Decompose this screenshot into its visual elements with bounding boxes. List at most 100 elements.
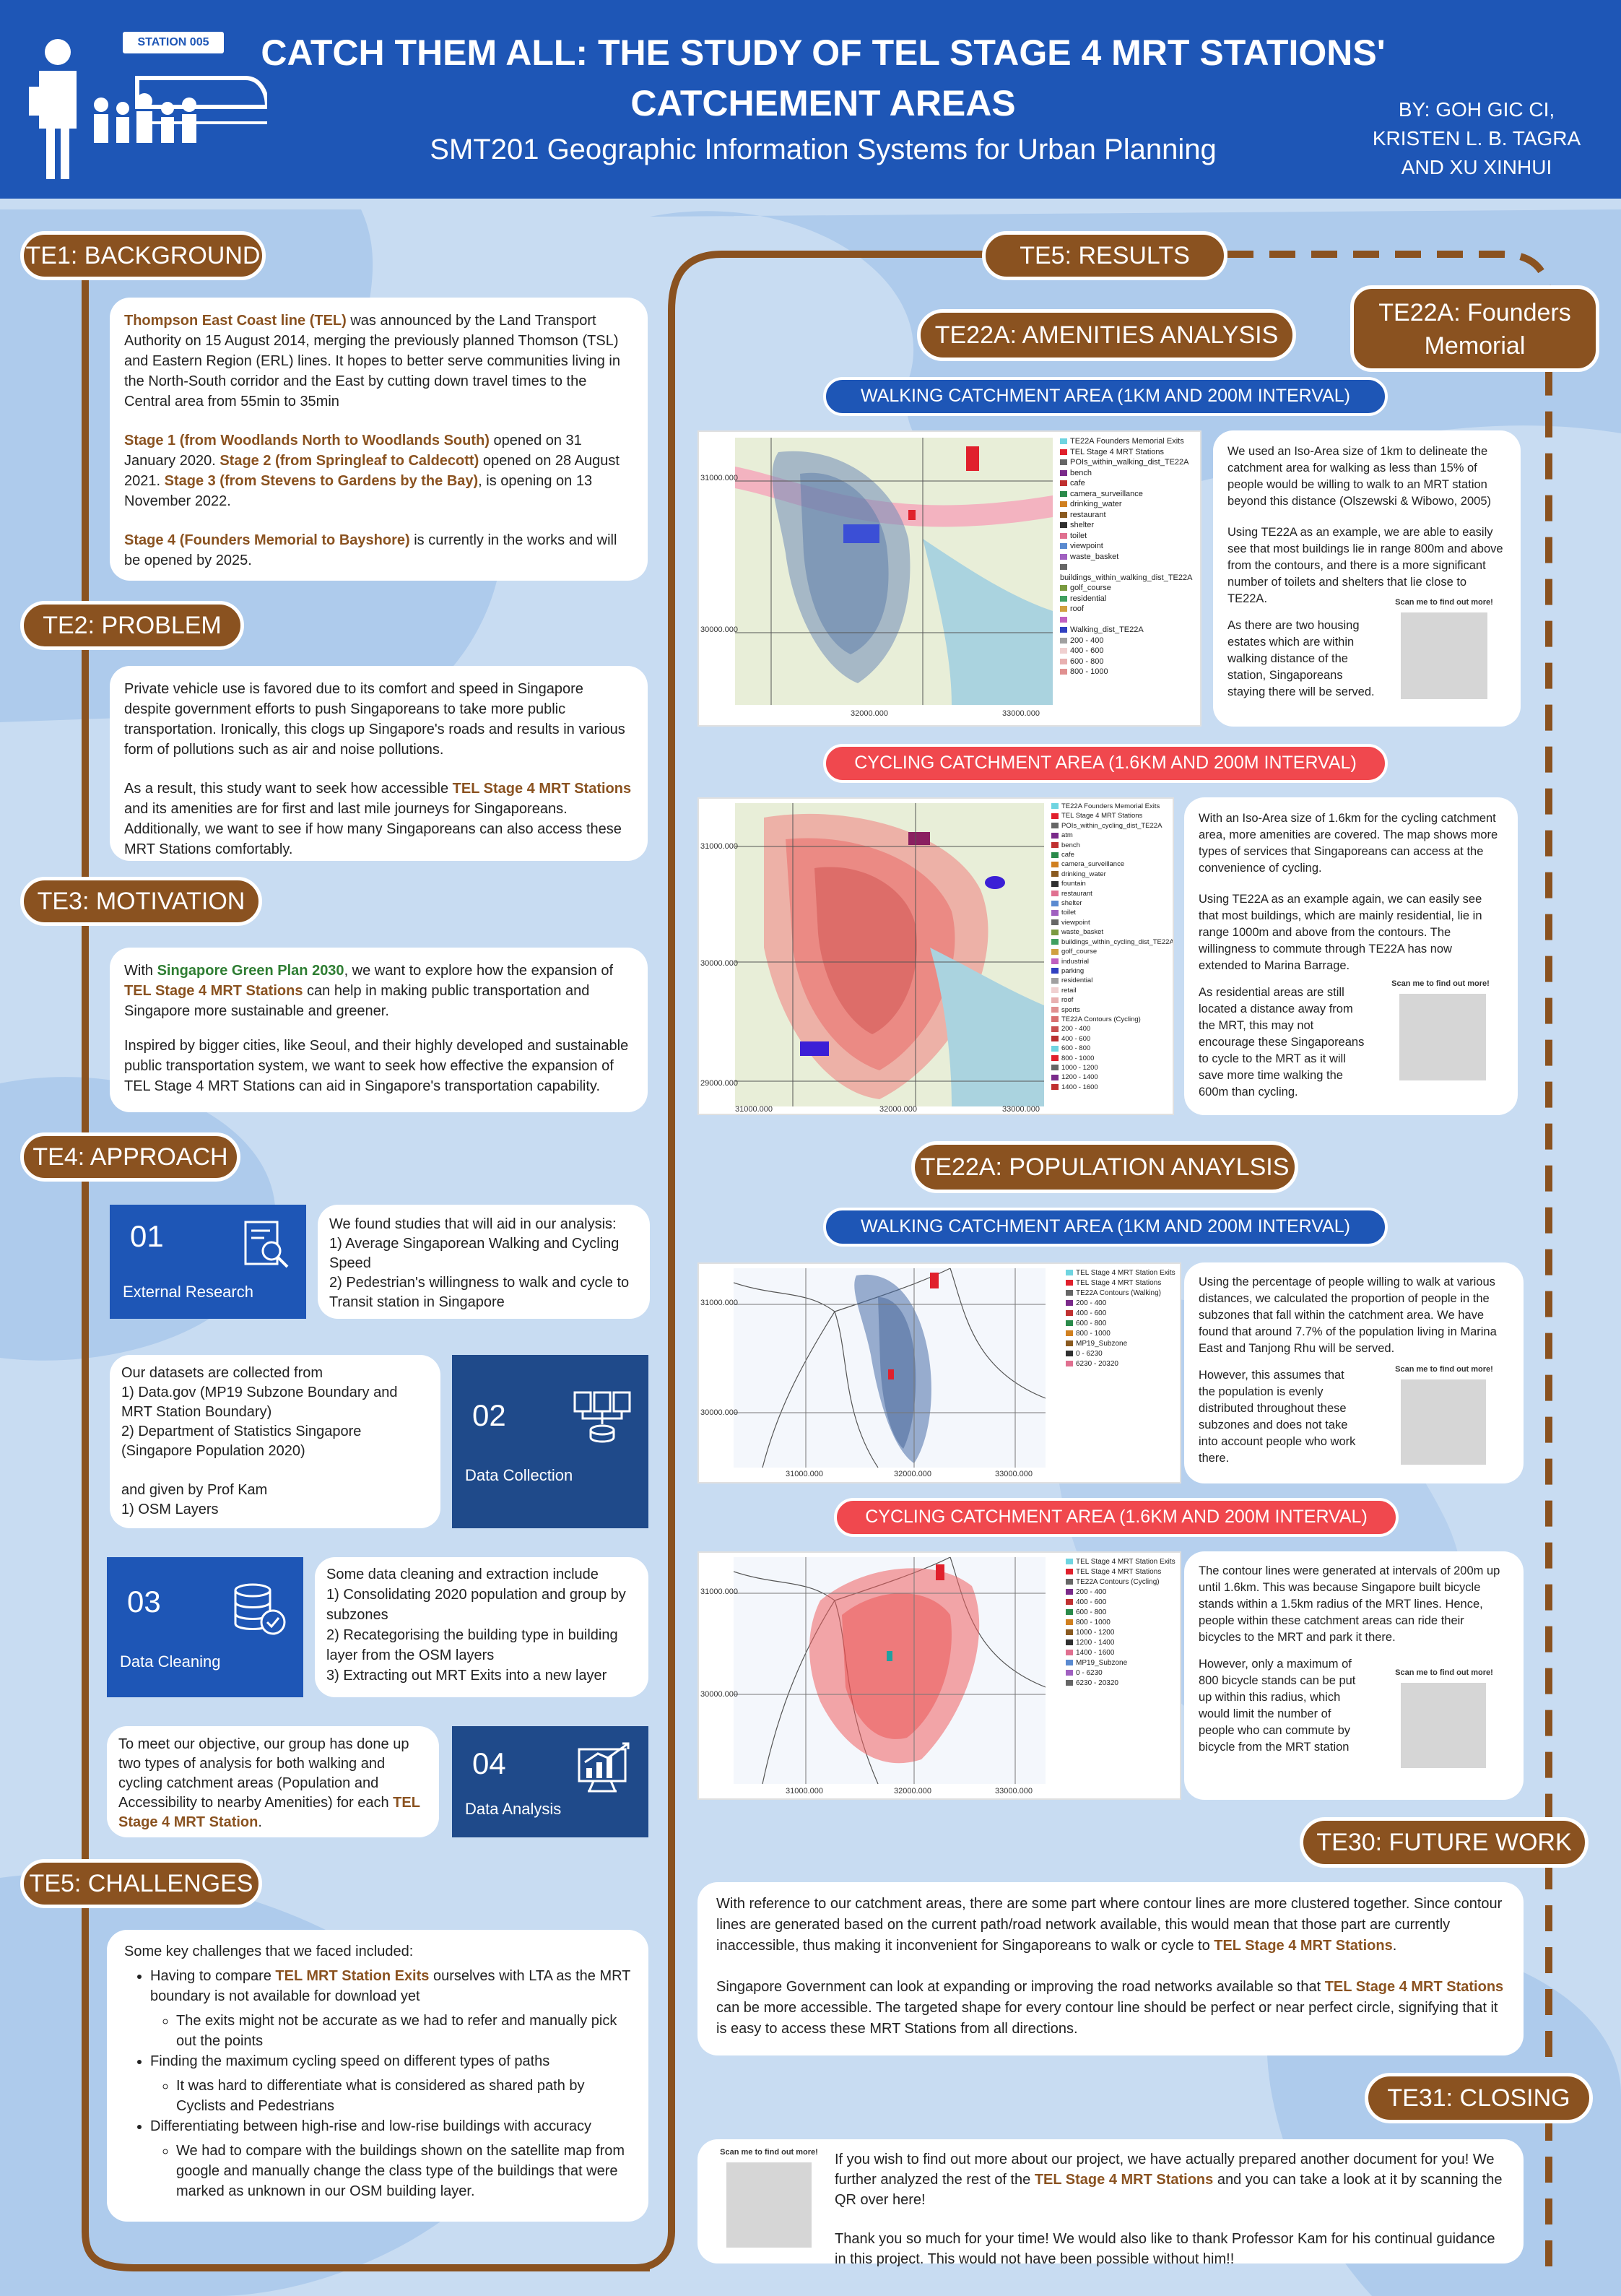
amenities-walking-map: 31000.000 30000.000 32000.000 33000.000 … (697, 430, 1201, 727)
legend-label: toilet (1061, 909, 1077, 917)
legend-label: residential (1061, 976, 1093, 985)
map-legend: TEL Stage 4 MRT Station Exits TEL Stage 4… (1066, 1268, 1180, 1369)
legend-label: retail (1061, 986, 1077, 995)
step-02-line: 1) Data.gov (MP19 Subzone Boundary and M… (121, 1385, 398, 1420)
legend-label: 6230 - 20320 (1076, 1679, 1118, 1687)
legend-label: 1200 - 1400 (1076, 1639, 1115, 1647)
qr-code-placeholder[interactable] (1401, 612, 1487, 699)
step-03-line: 2) Recategorising the building type in b… (326, 1627, 618, 1663)
te3-heading: TE3: MOTIVATION (20, 877, 262, 926)
te3-p1-t2: , we want to explore how the expansion o… (344, 963, 614, 979)
legend-label: 1000 - 1200 (1076, 1629, 1115, 1637)
map-axis-tick: 32000.000 (894, 1470, 931, 1478)
legend-swatch (1051, 977, 1059, 984)
legend-entry: golf_course (1051, 947, 1173, 956)
map-axis-tick: 33000.000 (995, 1787, 1033, 1795)
legend-swatch (1066, 1629, 1073, 1636)
legend-entry: atm (1051, 831, 1173, 840)
pop-walk-p: However, this assumes that the populatio… (1199, 1369, 1356, 1465)
legend-entry: shelter (1060, 520, 1200, 531)
poster-title: CATCH THEM ALL: THE STUDY OF TEL STAGE 4… (261, 33, 1386, 124)
map-axis-tick: 33000.000 (1002, 1105, 1040, 1114)
legend-entry: bench (1060, 468, 1200, 479)
legend-label: buildings_within_walking_dist_TE22A (1060, 573, 1193, 582)
te30-p2-t2: can be more accessible. The targeted sha… (716, 2000, 1498, 2037)
legend-label: buildings_within_cycling_dist_TE22A (1061, 937, 1174, 946)
step-04-highlight: TEL Stage 4 MRT Station (118, 1795, 420, 1830)
pop-cycle-p: The contour lines were generated at inte… (1199, 1564, 1500, 1644)
te31-highlight: TEL Stage 4 MRT Stations (1034, 2172, 1214, 2188)
legend-label: 400 - 600 (1061, 1034, 1091, 1043)
legend-swatch (1051, 909, 1059, 916)
te31-p1-t2: and you can take a look at it by scannin… (835, 2172, 1503, 2208)
qr-label: Scan me to find out more! (1395, 598, 1493, 607)
legend-swatch (1051, 861, 1059, 867)
legend-swatch (1060, 543, 1067, 550)
legend-label: TEL Stage 4 MRT Stations (1076, 1568, 1162, 1576)
legend-label: camera_surveillance (1061, 860, 1125, 869)
legend-entry: Walking_dist_TE22A (1060, 625, 1200, 636)
legend-swatch (1060, 595, 1067, 602)
map-axis-tick: 30000.000 (700, 1408, 738, 1417)
qr-code-placeholder[interactable] (726, 2162, 812, 2248)
legend-label: 6230 - 20320 (1076, 1360, 1118, 1368)
legend-entry: 800 - 1000 (1060, 667, 1200, 677)
am-walk-p: As there are two housing estates which a… (1227, 619, 1375, 698)
step-01-item: 2) Pedestrian's willingness to walk and … (329, 1275, 630, 1310)
legend-label: bench (1061, 841, 1080, 849)
legend-label: waste_basket (1070, 552, 1119, 561)
legend-entry: restaurant (1060, 510, 1200, 521)
legend-label: industrial (1061, 957, 1090, 966)
legend-entry: golf_course (1060, 583, 1200, 594)
legend-entry: TE22A Contours (Cycling) (1066, 1577, 1180, 1587)
te2-p2-t1: As a result, this study want to seek how… (124, 781, 453, 797)
te5-challenges-heading: TE5: CHALLENGES (20, 1859, 262, 1908)
legend-swatch (1066, 1579, 1073, 1585)
legend-swatch (1051, 813, 1059, 819)
challenge-item: Having to compare TEL MRT Station Exits … (150, 1966, 631, 2051)
legend-label: viewpoint (1070, 542, 1103, 550)
legend-label: 1400 - 1600 (1061, 1083, 1098, 1091)
legend-swatch (1066, 1320, 1073, 1327)
legend-entry: 600 - 800 (1060, 657, 1200, 667)
qr-code-placeholder[interactable] (1401, 1683, 1486, 1768)
legend-label: 800 - 1000 (1061, 1054, 1095, 1062)
cycling-catchment-banner: CYCLING CATCHMENT AREA (1.6KM AND 200M I… (823, 744, 1388, 783)
legend-label: 600 - 800 (1070, 657, 1104, 666)
qr-code-placeholder[interactable] (1399, 994, 1486, 1080)
map-axis-tick: 30000.000 (700, 625, 738, 634)
qr-label: Scan me to find out more! (1395, 1365, 1493, 1374)
legend-entry: POIs_within_walking_dist_TE22A (1060, 457, 1200, 468)
legend-swatch (1066, 1290, 1073, 1296)
step-01-number: 01 (130, 1219, 164, 1253)
legend-label: viewpoint (1061, 918, 1090, 927)
legend-entry: TE22A Founders Memorial Exits (1060, 436, 1200, 447)
legend-entry: waste_basket (1060, 552, 1200, 563)
legend-swatch (1051, 803, 1059, 810)
legend-label: TEL Stage 4 MRT Station Exits (1076, 1269, 1175, 1277)
map-axis-tick: 32000.000 (851, 709, 888, 718)
legend-entry: 1200 - 1400 (1051, 1073, 1173, 1082)
legend-label: 800 - 1000 (1070, 667, 1108, 676)
legend-swatch (1051, 880, 1059, 887)
te2-p2-t2: and its amenities are for first and last… (124, 801, 622, 857)
legend-entry: fountain (1051, 879, 1173, 888)
qr-code-placeholder[interactable] (1401, 1379, 1486, 1465)
legend-swatch (1060, 627, 1067, 633)
legend-entry: industrial (1051, 957, 1173, 966)
map-axis-tick: 30000.000 (700, 959, 738, 968)
legend-swatch (1051, 1084, 1059, 1091)
walking-catchment-banner: WALKING CATCHMENT AREA (1KM AND 200M INT… (823, 1208, 1388, 1247)
challenge-1-t1: Having to compare (150, 1968, 276, 1984)
step-03-text: Some data cleaning and extraction includ… (315, 1557, 648, 1697)
legend-entry: viewpoint (1060, 541, 1200, 552)
step-03-box: 03 Data Cleaning (107, 1557, 303, 1697)
step-02-line: 1) OSM Layers (121, 1502, 219, 1517)
legend-swatch (1051, 842, 1059, 849)
step-02-line: 2) Department of Statistics Singapore (S… (121, 1424, 362, 1459)
legend-entry: buildings_within_cycling_dist_TE22A (1051, 937, 1174, 947)
legend-label: 400 - 600 (1076, 1309, 1107, 1317)
te30-highlight: TEL Stage 4 MRT Stations (1324, 1979, 1504, 1995)
legend-swatch (1066, 1619, 1073, 1626)
legend-swatch (1060, 564, 1067, 571)
